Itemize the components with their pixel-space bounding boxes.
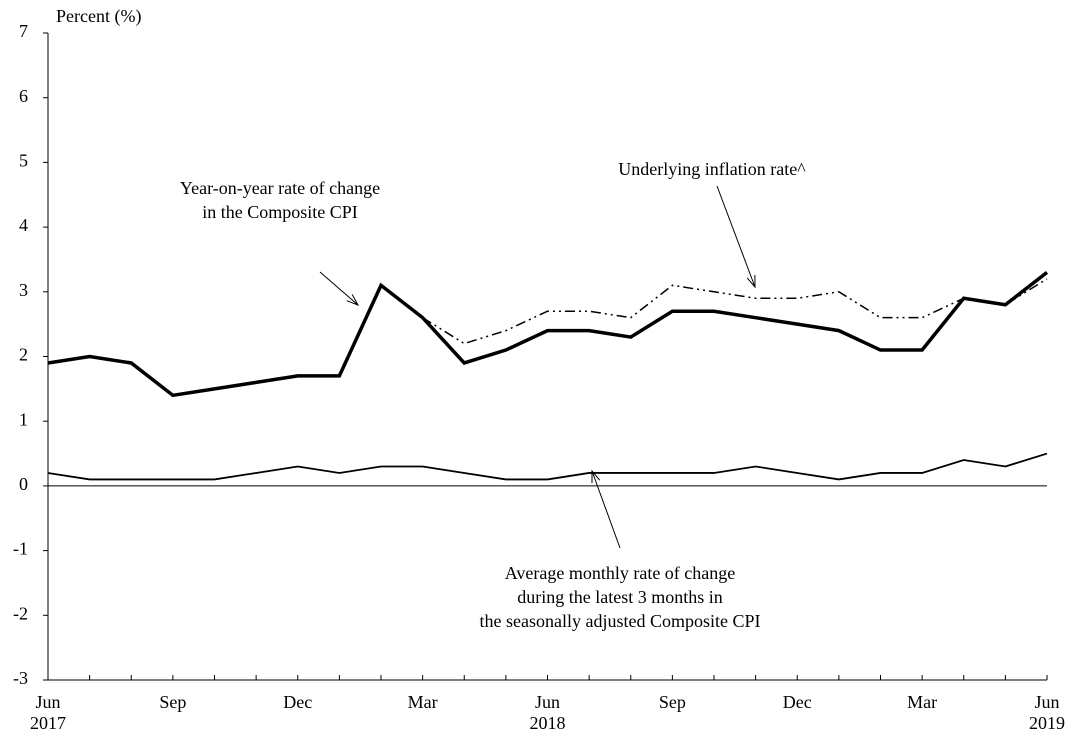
y-tick-label: 7: [19, 21, 28, 41]
annotation: Underlying inflation rate^: [618, 159, 806, 179]
y-tick-label: 3: [19, 280, 28, 300]
x-tick-label: Mar: [407, 692, 438, 712]
annotation: Average monthly rate of change: [505, 563, 736, 583]
series-line: [422, 278, 1048, 345]
arrow-head: [346, 294, 360, 306]
x-tick-label: Sep: [658, 692, 686, 712]
x-tick-label: Mar: [907, 692, 938, 712]
y-tick-label: 6: [19, 86, 28, 106]
y-tick-label: 1: [19, 409, 28, 429]
series-line: [47, 452, 1048, 481]
annotation-arrow: [591, 470, 621, 549]
x-tick-label: Jun 2019: [1029, 692, 1065, 733]
y-tick-label: 4: [19, 215, 28, 235]
annotation: during the latest 3 months in: [517, 587, 722, 607]
y-tick-label: 5: [19, 151, 28, 171]
y-tick-label: 2: [19, 345, 28, 365]
x-tick-label: Dec: [782, 692, 812, 712]
x-tick-label: Jun 2017: [30, 692, 66, 733]
x-tick-label: Jun 2018: [529, 692, 566, 733]
y-axis-label: Percent (%): [56, 6, 141, 27]
x-tick-label: Dec: [283, 692, 313, 712]
arrow-head: [746, 274, 756, 289]
annotation: in the Composite CPI: [202, 202, 358, 222]
y-tick-label: -2: [13, 603, 28, 623]
annotation-arrow: [319, 271, 359, 306]
y-tick-label: -3: [13, 668, 28, 688]
annotation-arrow: [716, 185, 756, 288]
annotation: Year-on-year rate of change: [180, 178, 380, 198]
y-tick-label: -1: [13, 539, 28, 559]
y-tick-label: 0: [19, 474, 28, 494]
x-tick-label: Sep: [159, 692, 187, 712]
arrow-head: [591, 469, 601, 484]
annotation: the seasonally adjusted Composite CPI: [480, 611, 761, 631]
series-line: [47, 271, 1049, 398]
